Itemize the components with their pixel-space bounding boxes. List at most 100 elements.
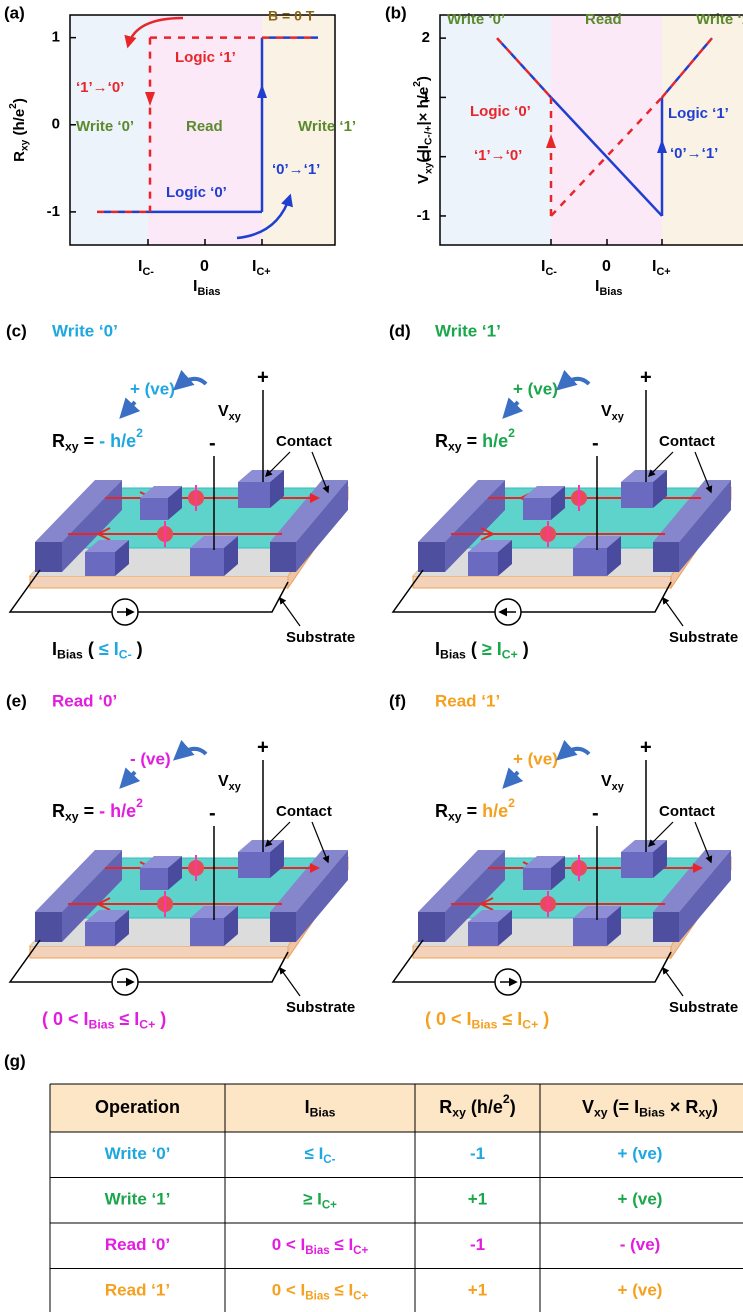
state-label: Logic ‘1’ (668, 105, 729, 122)
text-part: C+ (353, 1245, 368, 1257)
sign-label: - (ve) (130, 749, 171, 768)
pointer (311, 821, 330, 864)
state-label: Logic ‘1’ (175, 49, 236, 66)
text-part: ≤ I (114, 1009, 139, 1029)
text-part: - h/e (99, 801, 136, 821)
region-shade (148, 15, 262, 245)
text-part: Bias (57, 648, 83, 662)
text-part: R (439, 1097, 452, 1117)
curve (661, 37, 713, 99)
vxy-label: Vxy (218, 773, 241, 792)
region-label: Write ‘1’ (298, 118, 356, 135)
y-tick-label: 0 (422, 148, 430, 165)
contact-side (653, 470, 667, 508)
sign-label: + (ve) (130, 379, 175, 398)
text-part: R (435, 801, 448, 821)
bar-top (653, 480, 731, 542)
terminal-plus: + (640, 366, 652, 388)
plot-frame (439, 14, 743, 246)
pointer-arrow (502, 397, 524, 419)
curved-arrow (173, 369, 208, 391)
bias-label: ( 0 < IBias ≤ IC+ ) (425, 1009, 549, 1032)
rxy-label: Rxy = - h/e2 (52, 796, 143, 824)
text-part: (h/e (466, 1097, 503, 1117)
region-label: Write ‘1’ (696, 11, 743, 28)
pointer (662, 596, 684, 627)
text-part: V (415, 174, 432, 184)
edge-arrow (95, 527, 111, 541)
contact-side (551, 856, 565, 890)
switch-label: ‘1’→‘0’ (76, 79, 124, 96)
table-header-cell: Vxy (= IBias × Rxy) (582, 1097, 718, 1120)
contact-label: Contact (659, 433, 715, 450)
table-header-cell: IBias (305, 1097, 336, 1120)
bar-front (418, 912, 445, 942)
y-tick-label: 2 (422, 29, 430, 46)
panel-label: (f) (389, 691, 406, 710)
text-part: Write ‘1’ (105, 1190, 171, 1209)
state-label: Logic ‘0’ (166, 184, 227, 201)
terminal-minus: - (592, 432, 599, 454)
bar-front (653, 542, 679, 572)
text-part: ) (155, 1009, 166, 1029)
arrow-head (257, 84, 267, 98)
text-part: C- (545, 266, 557, 278)
table-header-bg (50, 1084, 743, 1132)
bar-top (270, 480, 348, 542)
text-part: (= I (608, 1097, 640, 1117)
table-cell: + (ve) (618, 1281, 663, 1300)
x-tick-label: IC+ (652, 258, 671, 277)
text-part: 2 (508, 796, 515, 810)
text-part: Operation (95, 1097, 180, 1117)
contact-side (168, 856, 182, 890)
text-part: C-/+ (423, 125, 434, 145)
vxy-label: Vxy (601, 773, 624, 792)
contact-front (238, 482, 270, 508)
x-axis-label: IBias (193, 278, 220, 297)
bar-top (270, 850, 348, 912)
region-shade (262, 15, 335, 245)
text-part: C+ (322, 1199, 337, 1211)
bias-label: IBias ( ≤ IC- ) (52, 639, 143, 662)
contact-side (653, 840, 667, 878)
curved-arrow (173, 739, 208, 761)
text-part: xy (448, 440, 462, 454)
text-part: 2 (412, 81, 423, 87)
circuit-wire (521, 951, 672, 983)
table-cell: +1 (468, 1190, 487, 1209)
text-part: ≤ I (330, 1235, 354, 1254)
terminal-plus: + (257, 736, 269, 758)
text-part: = (462, 431, 483, 451)
region-shade (662, 15, 743, 245)
y-tick-label: -1 (47, 203, 60, 220)
vxy-label: Vxy (218, 403, 241, 422)
text-part: Bias (310, 1106, 336, 1120)
text-part: 0 < I (272, 1235, 306, 1254)
bar-side (62, 850, 122, 942)
pointer-arrow (119, 397, 141, 419)
arrow-head (657, 139, 667, 153)
switch-label: ‘0’→‘1’ (670, 145, 718, 162)
contact-top (468, 540, 512, 552)
sign-label: + (ve) (513, 379, 558, 398)
text-part: xy (594, 1106, 608, 1120)
text-part: Read ‘0’ (105, 1235, 170, 1254)
text-part: 2 (136, 796, 143, 810)
table-cell: - (ve) (620, 1235, 661, 1254)
table-cell: Read ‘1’ (105, 1281, 170, 1300)
contact-side (498, 910, 512, 946)
pointer-arrow (502, 767, 524, 789)
text-part: xy (612, 781, 624, 793)
switch-label: ‘1’→‘0’ (474, 147, 522, 164)
text-part: = (462, 801, 483, 821)
text-part: |× h/e (415, 87, 432, 126)
contact-top (468, 910, 512, 922)
text-part: ( (466, 639, 482, 659)
contact-label: Contact (659, 803, 715, 820)
substrate-front (29, 945, 289, 959)
text-part: xy (448, 810, 462, 824)
text-part: xy (698, 1106, 712, 1120)
substrate-front (412, 945, 672, 959)
contact-side (270, 470, 284, 508)
